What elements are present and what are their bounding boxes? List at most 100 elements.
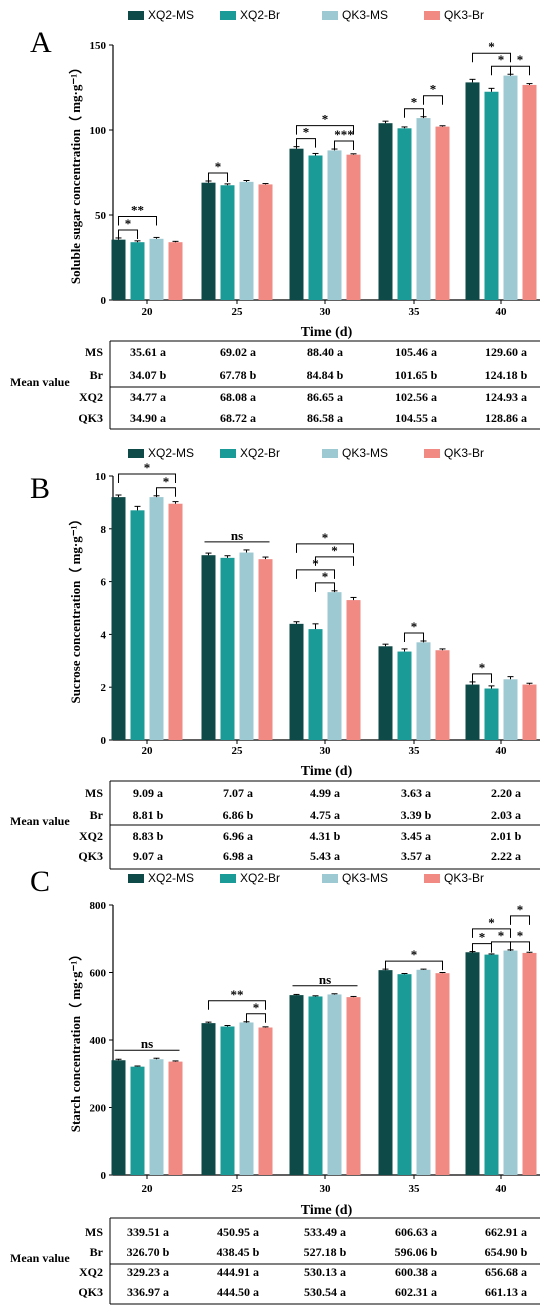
significance-label: * (322, 569, 329, 584)
table-title: Mean value (10, 1251, 70, 1265)
x-tick-label: 25 (232, 306, 244, 318)
y-tick-label: 400 (90, 1035, 107, 1047)
table-row-label: QK3 (78, 849, 103, 863)
bar (289, 995, 304, 1175)
table-cell: 68.72 a (220, 411, 256, 425)
significance-bracket (296, 543, 354, 553)
legend-swatch (424, 11, 440, 20)
bar (416, 642, 431, 740)
significance-label: * (411, 947, 418, 962)
bar (239, 181, 254, 300)
significance-label: * (125, 216, 132, 231)
table-row-label: Br (90, 808, 104, 822)
table-cell: 5.43 a (310, 849, 340, 863)
significance-label: * (215, 159, 222, 174)
legend-label: QK3-Br (444, 871, 484, 885)
mean-value-table: Mean value MS 9.09 a 7.07 a 4.99 a 3.63 a 2.20… (10, 780, 540, 870)
table-cell: 128.86 a (485, 411, 527, 425)
bar (289, 623, 304, 740)
bar (168, 1061, 183, 1175)
significance-bracket (246, 1013, 266, 1023)
table-cell: 4.75 a (310, 808, 340, 822)
legend-swatch (220, 449, 236, 458)
bar (130, 1066, 145, 1175)
table-cell: 600.38 a (395, 1265, 437, 1279)
bar (130, 242, 145, 300)
significance-bracket (118, 229, 138, 239)
significance-label: * (322, 530, 329, 545)
bar (111, 497, 126, 740)
table-row-label: QK3 (78, 411, 103, 425)
significance-label: * (253, 1000, 260, 1015)
significance-label: * (498, 52, 505, 67)
legend-label: QK3-MS (342, 446, 388, 460)
panel-letter: B (30, 472, 50, 505)
legend-swatch (424, 874, 440, 883)
y-axis-title: Starch concentration（ mg·g⁻¹） (68, 948, 83, 1133)
significance-bracket (472, 673, 492, 683)
panel-letter: C (30, 865, 50, 898)
legend-label: XQ2-Br (240, 446, 280, 460)
table-cell: 596.06 b (395, 1245, 438, 1259)
bar (220, 557, 235, 740)
legend-label: XQ2-MS (148, 8, 194, 22)
table-cell: 326.70 b (127, 1245, 170, 1259)
bar (346, 997, 361, 1175)
table-row-label: MS (85, 345, 103, 359)
x-tick-label: 40 (496, 306, 508, 318)
legend-swatch (424, 449, 440, 458)
bar (258, 559, 273, 740)
bar (149, 1059, 164, 1175)
bar (484, 91, 499, 300)
significance-bracket (404, 108, 424, 118)
legend-swatch (220, 11, 236, 20)
bar (239, 1022, 254, 1175)
bar (308, 629, 323, 740)
table-cell: 3.63 a (401, 786, 431, 800)
table-cell: 7.07 a (223, 786, 253, 800)
table-row-label: Br (90, 368, 104, 382)
significance-label: *** (334, 127, 354, 142)
bar (239, 552, 254, 740)
bar (484, 954, 499, 1175)
x-tick-label: 20 (142, 1183, 154, 1195)
y-tick-label: 200 (90, 1103, 107, 1115)
significance-label: * (517, 928, 524, 943)
significance-label: * (322, 112, 329, 127)
significance-label: ns (141, 1036, 153, 1051)
significance-label: ** (231, 987, 244, 1002)
y-tick-label: 2 (101, 682, 107, 694)
chart-panel-B: B XQ2-MS XQ2-Br QK3-MS QK3-Br 0 2 4 6 8 10 Sucrose … (10, 446, 540, 870)
significance-label: * (411, 95, 418, 110)
significance-label: * (488, 39, 495, 54)
bar (201, 555, 216, 740)
x-tick-label: 40 (496, 1183, 508, 1195)
table-row-label: XQ2 (79, 390, 103, 404)
legend: XQ2-MS XQ2-Br QK3-MS QK3-Br (128, 8, 484, 22)
table-cell: 602.31 a (395, 1285, 437, 1299)
x-tick-label: 25 (232, 745, 244, 757)
legend-label: QK3-MS (342, 8, 388, 22)
significance-bracket (472, 52, 511, 63)
table-cell: 656.68 a (485, 1265, 527, 1279)
bar (220, 1026, 235, 1175)
table-cell: 6.86 b (223, 808, 254, 822)
significance-bracket (423, 95, 443, 105)
y-tick-label: 800 (90, 900, 107, 912)
table-cell: 105.46 a (395, 345, 437, 359)
bar (416, 969, 431, 1175)
table-cell: 444.91 a (217, 1265, 259, 1279)
bar (503, 950, 518, 1175)
legend-label: XQ2-Br (240, 8, 280, 22)
x-tick-label: 30 (320, 1183, 332, 1195)
bar (465, 684, 480, 740)
significance-bracket (510, 915, 530, 925)
bar (327, 592, 342, 740)
legend-swatch (322, 449, 338, 458)
bar (435, 126, 450, 300)
bar (308, 996, 323, 1175)
table-row-label: QK3 (78, 1285, 103, 1299)
bar (327, 994, 342, 1175)
significance-bracket (404, 632, 424, 642)
